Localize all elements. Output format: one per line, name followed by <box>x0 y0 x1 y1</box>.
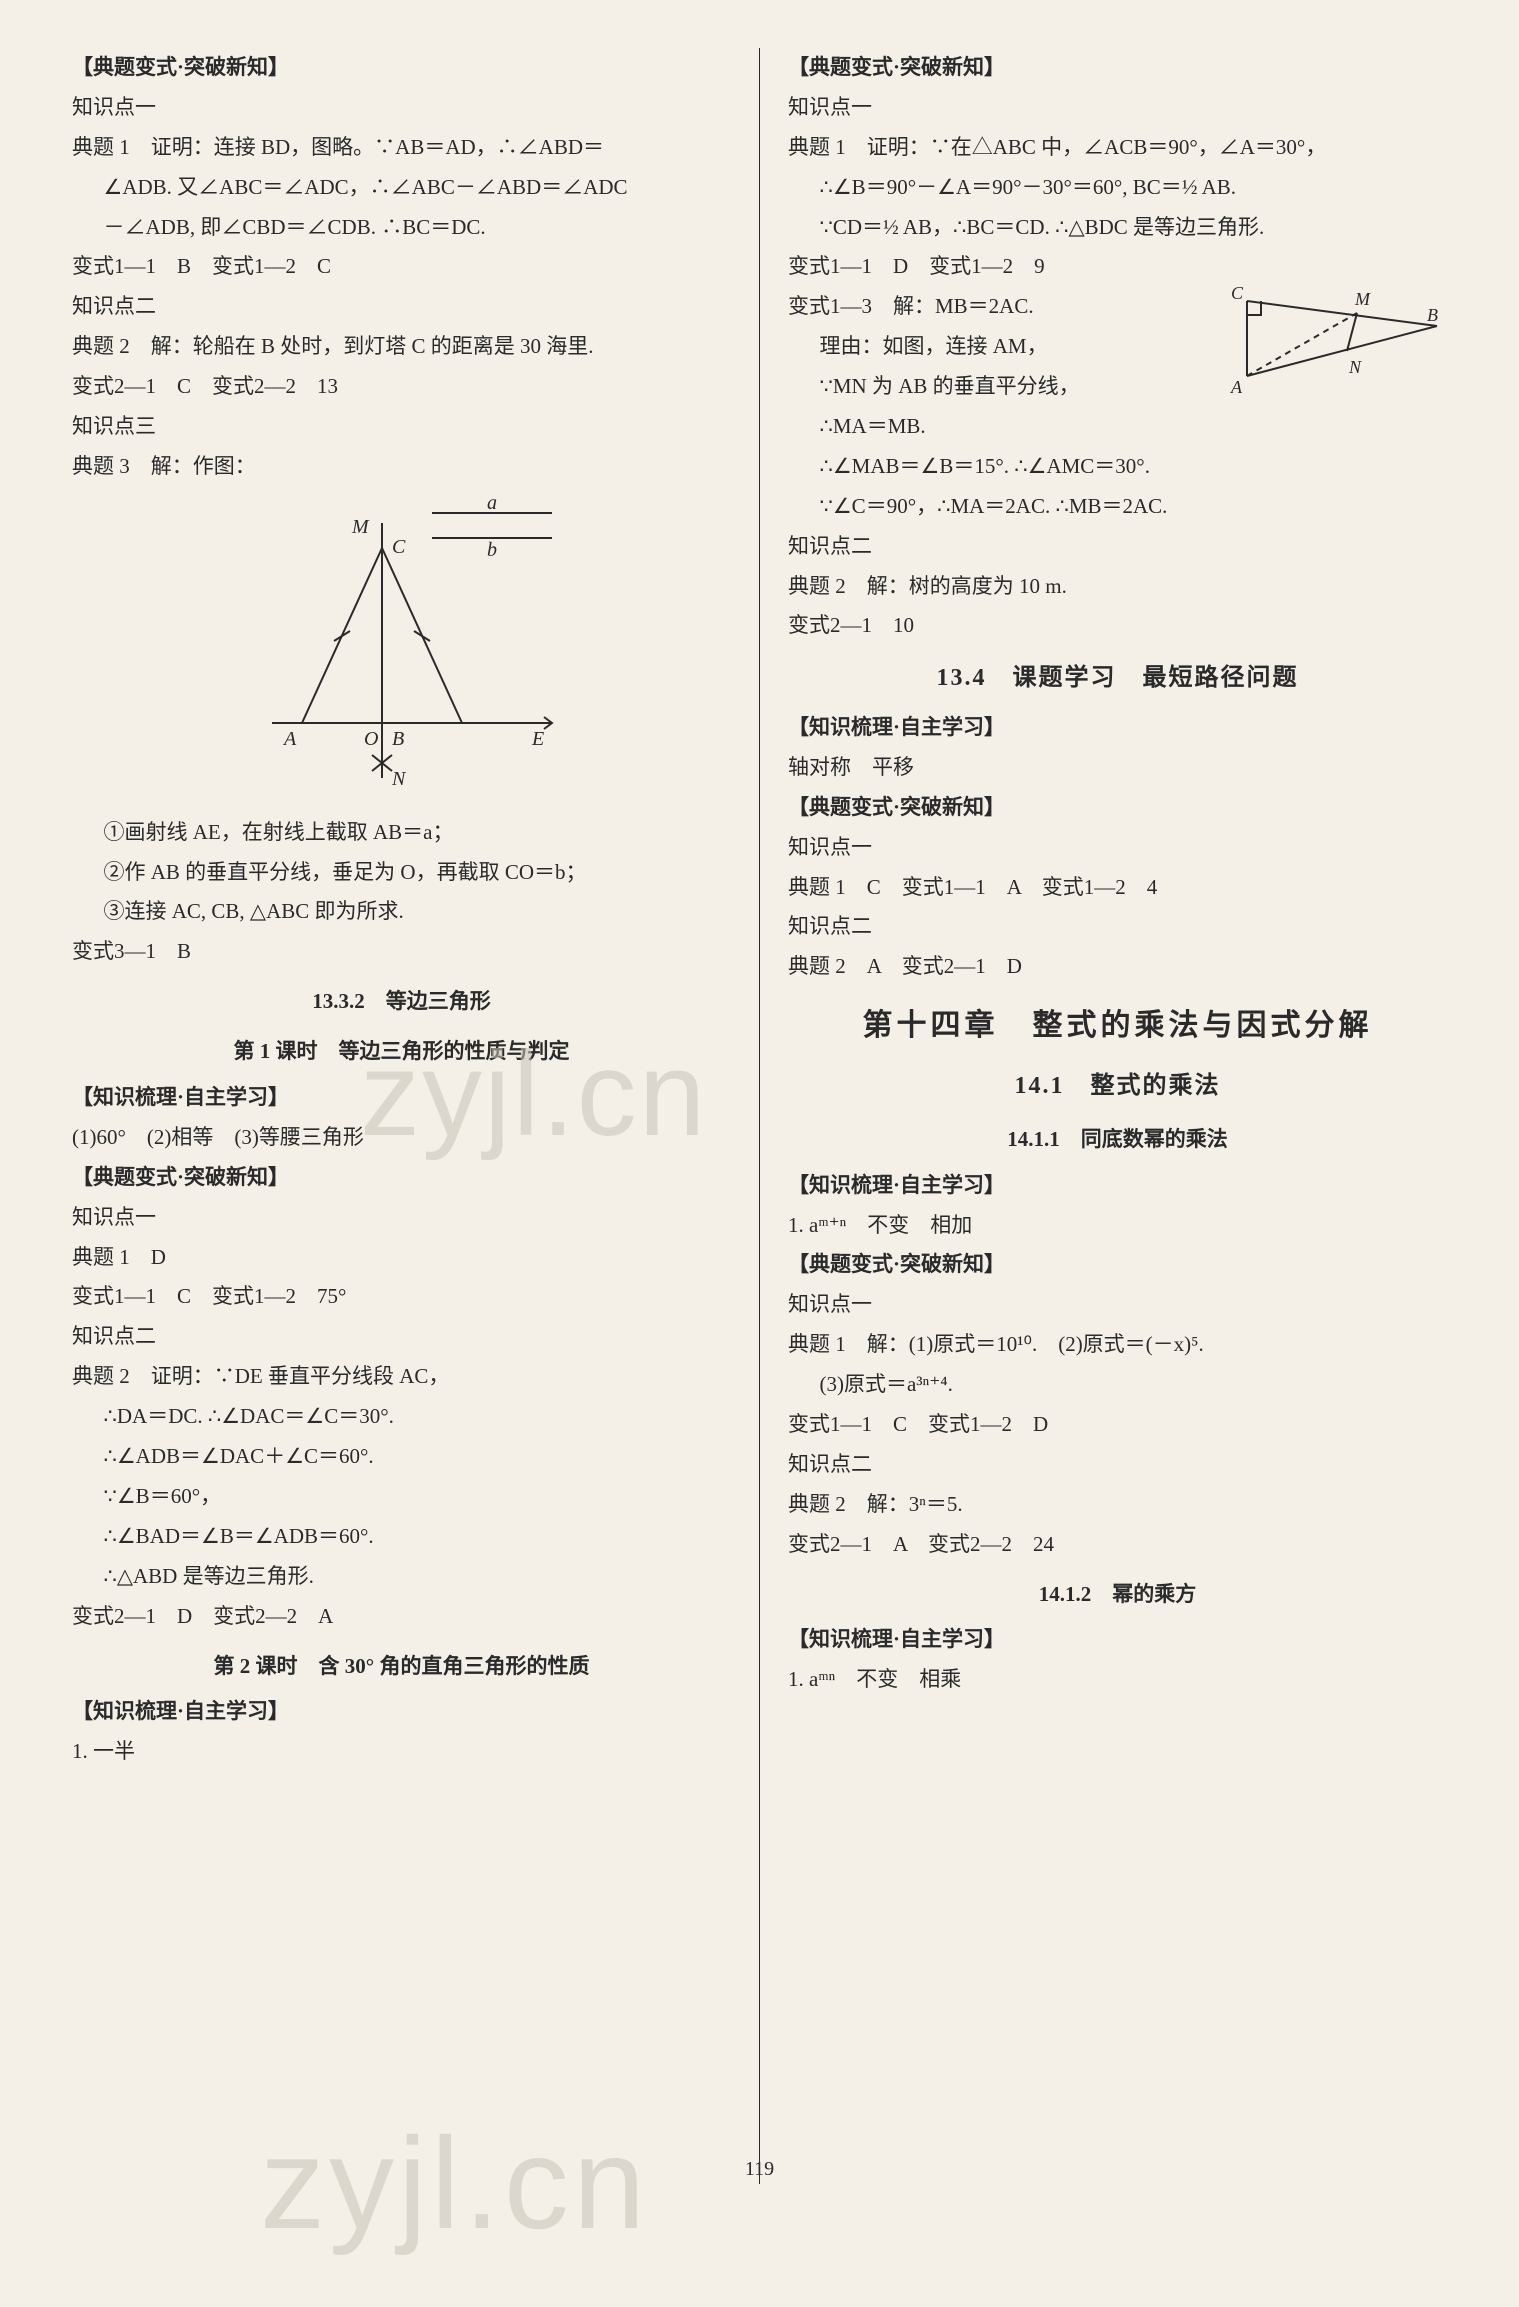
column-left: 【典题变式·突破新知】 知识点一 典题 1 证明：连接 BD，图略。∵AB＝AD… <box>72 48 731 2184</box>
left-problem1-line-c: －∠ADB, 即∠CBD＝∠CDB. ∴BC＝DC. <box>72 208 731 248</box>
right-dt-sub3: 【典题变式·突破新知】 <box>788 1245 1447 1285</box>
r-label-N: N <box>1348 357 1362 377</box>
section-lesson2: 第 2 课时 含 30° 角的直角三角形的性质 <box>72 1647 731 1687</box>
two-column-layout: 【典题变式·突破新知】 知识点一 典题 1 证明：连接 BD，图略。∵AB＝AD… <box>72 48 1447 2184</box>
left-problem2b-e: ∴∠BAD＝∠B＝∠ADB＝60°. <box>72 1517 731 1557</box>
page: zyjl.cn zyjl.cn 【典题变式·突破新知】 知识点一 典题 1 证明… <box>0 0 1519 2232</box>
section-141: 14.1 整式的乘法 <box>788 1064 1447 1110</box>
section-1412: 14.1.2 幂的乘方 <box>788 1575 1447 1615</box>
left-zs-sub: 【知识梳理·自主学习】 <box>72 1078 731 1118</box>
left-problem2b-b: ∴DA＝DC. ∴∠DAC＝∠C＝30°. <box>72 1397 731 1437</box>
r-label-C: C <box>1231 283 1244 303</box>
right-zs-sub3: 【知识梳理·自主学习】 <box>788 1166 1447 1206</box>
section-1411: 14.1.1 同底数幂的乘法 <box>788 1120 1447 1160</box>
triangle-construction-svg: a b M C A O B E N <box>232 493 572 793</box>
label-C: C <box>392 536 406 558</box>
left-zs-line: (1)60° (2)相等 (3)等腰三角形 <box>72 1118 731 1158</box>
right-variant-1c: 变式1—1 C 变式1—2 D <box>788 1405 1447 1445</box>
right-section-breakthrough: 【典题变式·突破新知】 <box>788 48 1447 88</box>
right-problem2b: 典题 2 A 变式2—1 D <box>788 947 1447 987</box>
left-variant-2: 变式2—1 C 变式2—2 13 <box>72 367 731 407</box>
right-problem1b: 典题 1 C 变式1—1 A 变式1—2 4 <box>788 868 1447 908</box>
left-step-1: ①画射线 AE，在射线上截取 AB＝a； <box>72 813 731 853</box>
left-problem1-line-b: ∠ADB. 又∠ABC＝∠ADC，∴∠ABC－∠ABD＝∠ADC <box>72 168 731 208</box>
right-problem1-c: ∵CD＝½ AB，∴BC＝CD. ∴△BDC 是等边三角形. <box>788 208 1447 248</box>
left-knowledge-2: 知识点二 <box>72 287 731 327</box>
left-problem2b-a: 典题 2 证明：∵DE 垂直平分线段 AC， <box>72 1357 731 1397</box>
right-variant13-e: ∴∠MAB＝∠B＝15°. ∴∠AMC＝30°. <box>788 447 1447 487</box>
section-1332-sub: 第 1 课时 等边三角形的性质与判定 <box>72 1032 731 1072</box>
right-knowledge-1c: 知识点一 <box>788 1285 1447 1325</box>
right-zs-line4: 1. aᵐⁿ 不变 相乘 <box>788 1660 1447 1700</box>
right-zs-sub4: 【知识梳理·自主学习】 <box>788 1620 1447 1660</box>
section-1332: 13.3.2 等边三角形 <box>72 982 731 1022</box>
left-section-breakthrough: 【典题变式·突破新知】 <box>72 48 731 88</box>
right-problem1-a: 典题 1 证明：∵在△ABC 中，∠ACB＝90°，∠A＝30°， <box>788 128 1447 168</box>
r-label-A: A <box>1230 377 1243 397</box>
left-variant-1: 变式1—1 B 变式1—2 C <box>72 247 731 287</box>
label-B: B <box>392 728 404 750</box>
right-zs-sub: 【知识梳理·自主学习】 <box>788 708 1447 748</box>
right-triangle-svg: C M A N B <box>1227 281 1447 401</box>
left-knowledge-1: 知识点一 <box>72 88 731 128</box>
right-problem1c-b: (3)原式＝a³ⁿ⁺⁴. <box>788 1365 1447 1405</box>
label-E: E <box>531 728 544 750</box>
left-step-2: ②作 AB 的垂直平分线，垂足为 O，再截取 CO＝b； <box>72 853 731 893</box>
right-knowledge-2b: 知识点二 <box>788 907 1447 947</box>
left-variant-2b: 变式2—1 D 变式2—2 A <box>72 1597 731 1637</box>
label-M: M <box>351 516 370 538</box>
label-b: b <box>487 539 497 561</box>
page-number: 119 <box>745 2150 774 2188</box>
left-step-3: ③连接 AC, CB, △ABC 即为所求. <box>72 892 731 932</box>
right-zs-line3: 1. aᵐ⁺ⁿ 不变 相加 <box>788 1206 1447 1246</box>
left-problem2b-f: ∴△ABD 是等边三角形. <box>72 1557 731 1597</box>
right-knowledge-1: 知识点一 <box>788 88 1447 128</box>
right-zs-line: 轴对称 平移 <box>788 748 1447 788</box>
section-134: 13.4 课题学习 最短路径问题 <box>788 656 1447 702</box>
right-variant-2: 变式2—1 10 <box>788 606 1447 646</box>
left-zs-line2: 1. 一半 <box>72 1732 731 1772</box>
right-figure-triangle: C M A N B <box>1227 281 1447 415</box>
r-label-B: B <box>1427 305 1438 325</box>
label-O: O <box>364 728 378 750</box>
left-problem1b: 典题 1 D <box>72 1238 731 1278</box>
left-dt-sub: 【典题变式·突破新知】 <box>72 1158 731 1198</box>
right-problem1-b: ∴∠B＝90°－∠A＝90°－30°＝60°, BC＝½ AB. <box>788 168 1447 208</box>
right-problem2: 典题 2 解：树的高度为 10 m. <box>788 567 1447 607</box>
left-knowledge-1b: 知识点一 <box>72 1198 731 1238</box>
left-knowledge-2b: 知识点二 <box>72 1317 731 1357</box>
label-N: N <box>391 768 407 790</box>
right-problem2c: 典题 2 解：3ⁿ＝5. <box>788 1485 1447 1525</box>
left-knowledge-3: 知识点三 <box>72 407 731 447</box>
right-knowledge-1b: 知识点一 <box>788 828 1447 868</box>
chapter-14: 第十四章 整式的乘法与因式分解 <box>788 997 1447 1054</box>
right-variant-2c: 变式2—1 A 变式2—2 24 <box>788 1525 1447 1565</box>
right-knowledge-2: 知识点二 <box>788 527 1447 567</box>
left-variant-1b: 变式1—1 C 变式1—2 75° <box>72 1277 731 1317</box>
label-A: A <box>282 728 297 750</box>
right-variant13-f: ∵∠C＝90°，∴MA＝2AC. ∴MB＝2AC. <box>788 487 1447 527</box>
right-problem1c-a: 典题 1 解：(1)原式＝10¹⁰. (2)原式＝(－x)⁵. <box>788 1325 1447 1365</box>
left-problem2b-c: ∴∠ADB＝∠DAC＋∠C＝60°. <box>72 1437 731 1477</box>
column-right: 【典题变式·突破新知】 知识点一 典题 1 证明：∵在△ABC 中，∠ACB＝9… <box>788 48 1447 2184</box>
right-knowledge-2c: 知识点二 <box>788 1445 1447 1485</box>
left-zs-sub2: 【知识梳理·自主学习】 <box>72 1692 731 1732</box>
left-problem2b-d: ∵∠B＝60°， <box>72 1477 731 1517</box>
left-problem2: 典题 2 解：轮船在 B 处时，到灯塔 C 的距离是 30 海里. <box>72 327 731 367</box>
left-problem3: 典题 3 解：作图： <box>72 447 731 487</box>
label-a: a <box>487 493 497 514</box>
r-label-M: M <box>1354 289 1371 309</box>
right-dt-sub: 【典题变式·突破新知】 <box>788 788 1447 828</box>
left-problem1-line-a: 典题 1 证明：连接 BD，图略。∵AB＝AD，∴∠ABD＝ <box>72 128 731 168</box>
column-divider <box>759 48 760 2184</box>
left-variant-3: 变式3—1 B <box>72 932 731 972</box>
left-figure-construction: a b M C A O B E N <box>72 493 731 807</box>
